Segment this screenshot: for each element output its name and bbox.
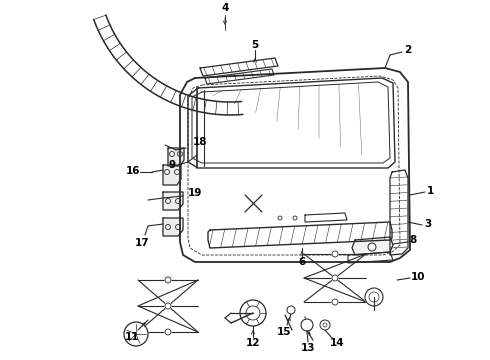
Text: 4: 4 xyxy=(221,3,229,13)
Circle shape xyxy=(165,277,171,283)
Circle shape xyxy=(320,320,330,330)
Circle shape xyxy=(287,306,295,314)
Text: 2: 2 xyxy=(404,45,412,55)
Circle shape xyxy=(332,299,338,305)
Text: 8: 8 xyxy=(409,235,416,245)
Circle shape xyxy=(165,329,171,335)
Circle shape xyxy=(332,275,338,281)
Circle shape xyxy=(165,303,171,309)
Circle shape xyxy=(365,288,383,306)
Text: 13: 13 xyxy=(301,343,315,353)
Circle shape xyxy=(301,319,313,331)
Polygon shape xyxy=(168,148,184,166)
Text: 12: 12 xyxy=(246,338,260,348)
Circle shape xyxy=(240,300,266,326)
Polygon shape xyxy=(163,218,183,236)
Circle shape xyxy=(124,322,148,346)
Text: 3: 3 xyxy=(424,219,432,229)
Circle shape xyxy=(332,251,338,257)
Text: 15: 15 xyxy=(277,327,291,337)
Text: 5: 5 xyxy=(251,40,259,50)
Text: 10: 10 xyxy=(411,272,425,282)
Text: 14: 14 xyxy=(330,338,344,348)
Text: 19: 19 xyxy=(188,188,202,198)
Polygon shape xyxy=(163,165,181,185)
Text: 9: 9 xyxy=(169,160,175,170)
Text: 16: 16 xyxy=(126,166,140,176)
Polygon shape xyxy=(163,192,183,210)
Text: 17: 17 xyxy=(135,238,149,248)
Text: 1: 1 xyxy=(426,186,434,196)
Text: 18: 18 xyxy=(193,137,207,147)
Polygon shape xyxy=(352,237,393,255)
Text: 6: 6 xyxy=(298,257,306,267)
Text: 11: 11 xyxy=(125,332,139,342)
